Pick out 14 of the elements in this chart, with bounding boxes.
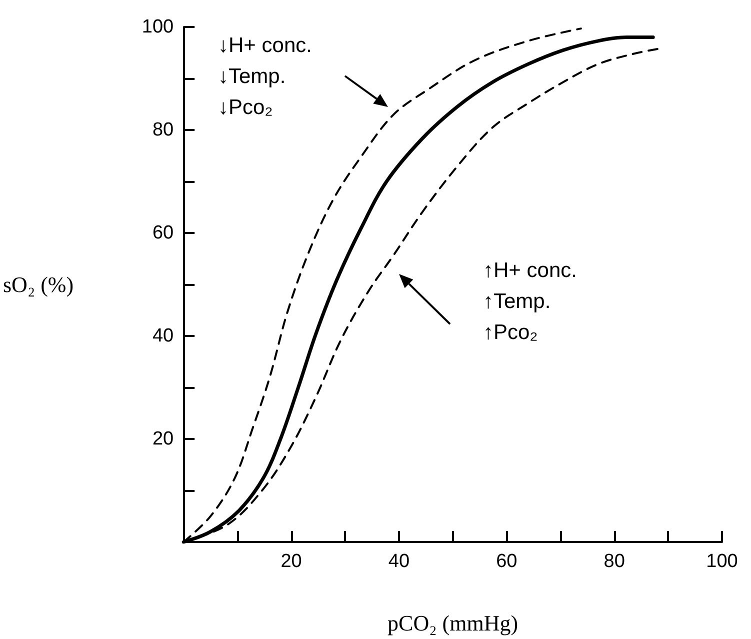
annotation: ↓H+ conc. ↓Temp. ↓Pco₂	[218, 34, 312, 119]
annotation: ↑H+ conc. ↑Temp. ↑Pco₂	[483, 259, 577, 344]
x-tick-label: 100	[706, 551, 738, 572]
x-tick-label: 80	[604, 551, 625, 572]
x-tick-label: 40	[388, 551, 410, 572]
y-tick-label: 100	[142, 16, 174, 38]
y-axis-title: sO₂ (%)	[2, 272, 74, 297]
y-tick-label: 60	[152, 222, 174, 244]
x-tick-label: 20	[280, 551, 302, 572]
y-tick-label: 40	[152, 326, 174, 346]
x-tick-label: 60	[496, 551, 518, 572]
y-tick-label: 20	[152, 428, 174, 450]
x-axis-title: pCO₂ (mmHg)	[388, 610, 518, 636]
y-tick-label: 80	[152, 120, 174, 140]
